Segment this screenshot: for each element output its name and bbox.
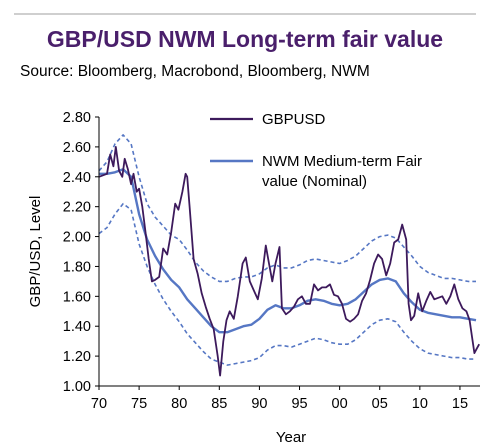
legend-label-fair-value-line: NWM Medium-term Fair: [262, 153, 422, 170]
x-tick-label: 00: [332, 396, 348, 412]
x-tick-label: 05: [372, 396, 388, 412]
y-tick-label: 1.80: [63, 259, 91, 275]
y-tick-label: 2.60: [63, 140, 91, 156]
y-tick-label: 1.60: [63, 289, 91, 305]
top-rule: [14, 13, 476, 15]
y-tick-label: 2.40: [63, 170, 91, 186]
x-axis-label: Year: [276, 429, 306, 446]
x-tick-label: 85: [211, 396, 227, 412]
x-tick-label: 80: [171, 396, 187, 412]
axes: 1.00 1.20 1.40 1.60 1.80 2.00 2.20 2.40 2.60 2.80…: [63, 110, 480, 412]
lower-band-line: [98, 202, 476, 366]
y-tick-label: 2.80: [63, 110, 91, 126]
x-tick-label: 75: [131, 396, 147, 412]
x-tick-label: 10: [412, 396, 428, 412]
upper-band-line: [98, 134, 476, 283]
x-tick-label: 90: [251, 396, 267, 412]
legend-label-gbpusd: GBPUSD: [262, 111, 326, 128]
y-tick-label: 1.40: [63, 319, 91, 335]
y-tick-label: 2.00: [63, 230, 91, 246]
legend-label-fair-value: NWM Medium-term Fair value (Nominal): [262, 153, 422, 190]
x-tick-label: 95: [291, 396, 307, 412]
y-axis-label: GBP/USD, Level: [27, 196, 44, 308]
gbpusd-line: [98, 146, 480, 377]
x-tick-label: 70: [91, 396, 107, 412]
legend-label-fair-value-line: value (Nominal): [262, 173, 367, 190]
y-tick-label: 2.20: [63, 200, 91, 216]
y-tick-label: 1.00: [63, 379, 91, 395]
y-tick-label: 1.20: [63, 349, 91, 365]
chart-source: Source: Bloomberg, Macrobond, Bloomberg,…: [20, 63, 370, 80]
legend: GBPUSD NWM Medium-term Fair value (Nomina…: [210, 111, 422, 190]
plot-lines: [98, 134, 480, 377]
chart-title: GBP/USD NWM Long-term fair value: [46, 26, 444, 52]
x-tick-label: 15: [452, 396, 468, 412]
fair-value-line: [99, 168, 477, 334]
